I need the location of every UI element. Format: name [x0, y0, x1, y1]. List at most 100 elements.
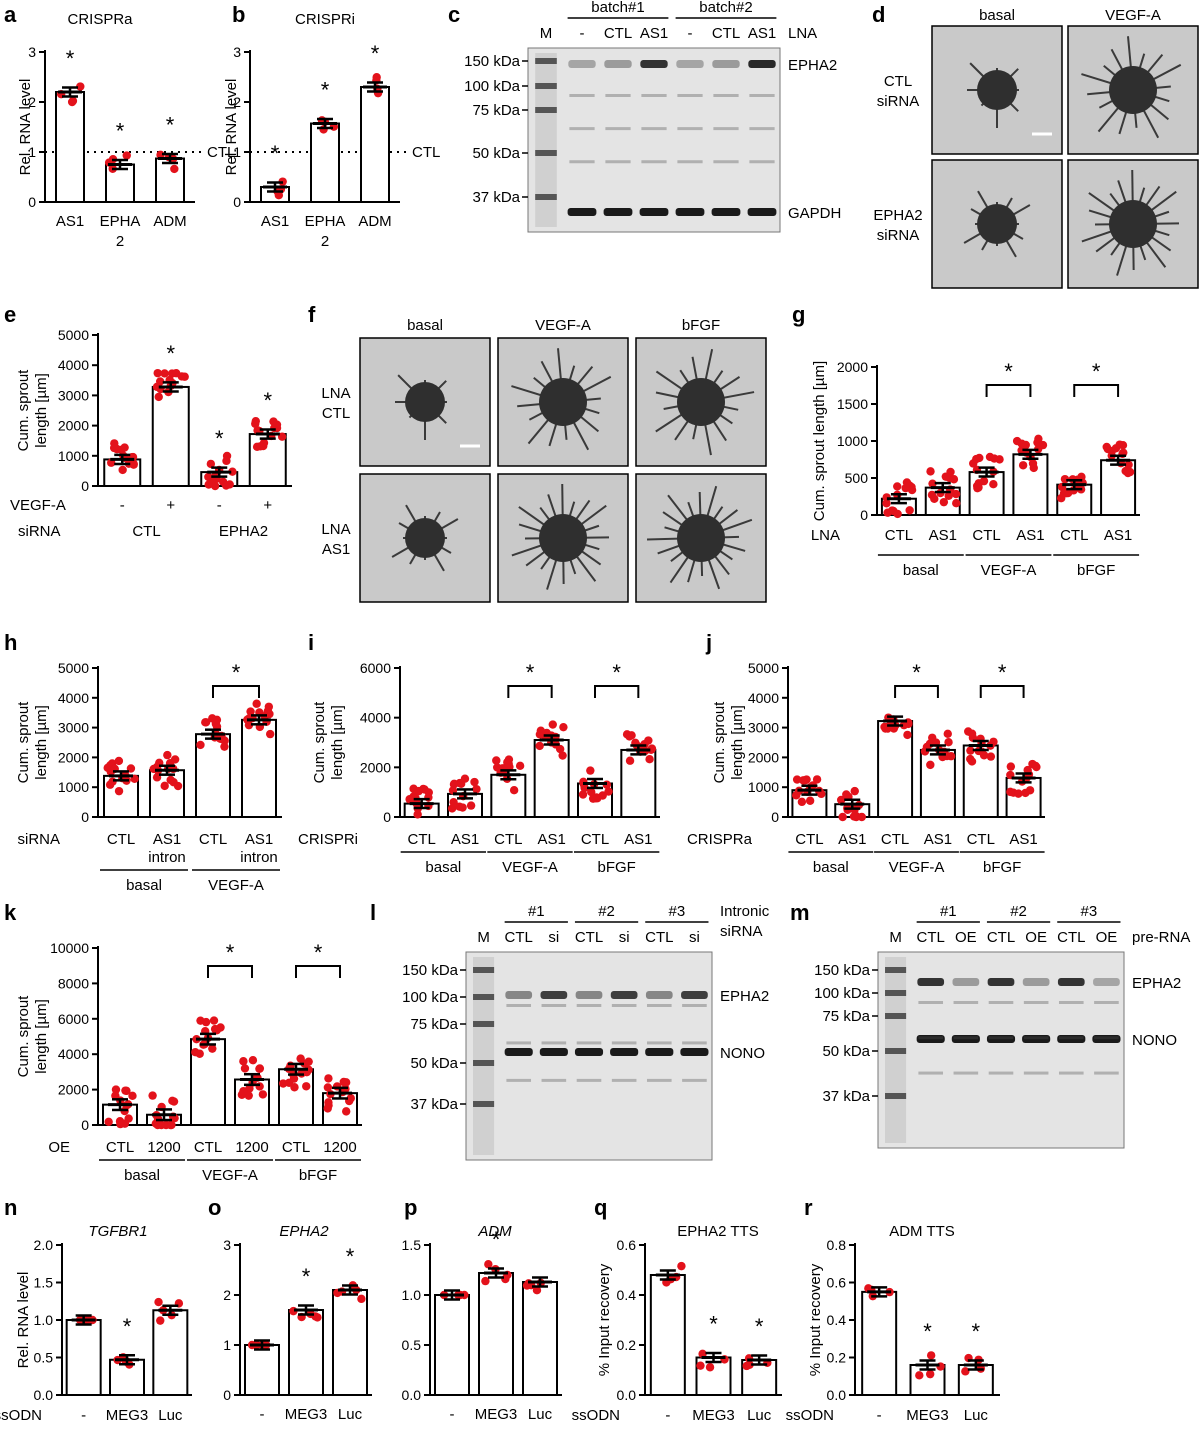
- y-axis-label: Cum. sprout: [15, 701, 32, 784]
- data-point: [170, 164, 179, 174]
- y-tick-label: 1.0: [34, 1312, 54, 1328]
- y-axis-label: Rel. RNA level: [17, 79, 34, 176]
- reference-line-label: CTL: [412, 144, 440, 161]
- data-point: [967, 729, 977, 738]
- column-label: bFGF: [682, 317, 720, 334]
- y-axis-label: length [µm]: [33, 705, 50, 780]
- category-label: -: [81, 1407, 86, 1424]
- y-tick-label: 3: [28, 44, 36, 60]
- data-point: [456, 779, 466, 789]
- data-point: [220, 742, 229, 751]
- data-point: [838, 812, 847, 822]
- background-band: [1058, 1001, 1084, 1004]
- column-label: basal: [407, 317, 443, 334]
- data-point: [424, 788, 433, 797]
- data-point: [289, 1074, 299, 1083]
- data-point: [104, 1117, 113, 1126]
- data-point: [481, 1276, 490, 1286]
- data-point: [850, 786, 859, 796]
- data-point: [559, 722, 568, 732]
- y-tick-label: 4000: [58, 1046, 89, 1062]
- y-tick-label: 0: [81, 809, 89, 825]
- ladder-band: [885, 990, 907, 996]
- y-tick-label: 1.0: [402, 1287, 422, 1303]
- y-axis-label: Cum. sprout: [711, 701, 728, 784]
- data-point: [812, 775, 822, 784]
- data-point: [625, 732, 634, 741]
- band-label: GAPDH: [788, 205, 841, 222]
- background-band: [569, 127, 595, 131]
- data-point: [951, 489, 961, 499]
- background-band: [953, 1001, 979, 1004]
- data-point: [253, 426, 262, 435]
- data-point: [989, 479, 998, 489]
- protein-band: [916, 1035, 945, 1043]
- data-point: [228, 467, 237, 476]
- data-point: [907, 485, 917, 495]
- category-label: -: [450, 1406, 455, 1423]
- data-point: [264, 702, 274, 711]
- category-label: CTL: [967, 831, 995, 848]
- data-point: [246, 707, 255, 716]
- ladder-band: [885, 1013, 907, 1019]
- data-point: [942, 751, 952, 761]
- chart-q: 0.0 0.2 0.4 0.6% Input recovery EPHA2 TTS * * -…: [572, 1223, 782, 1424]
- spheroid: [1109, 66, 1157, 114]
- data-point: [120, 443, 129, 452]
- ladder-band: [535, 107, 557, 113]
- column-label: basal: [979, 7, 1015, 24]
- category-label: MEG3: [475, 1406, 518, 1423]
- data-point: [251, 416, 260, 426]
- background-band: [1058, 1036, 1084, 1040]
- data-point: [209, 1016, 219, 1025]
- significance-mark: *: [123, 1314, 132, 1339]
- data-point: [323, 1083, 333, 1092]
- y-tick-label: 6000: [360, 660, 391, 676]
- data-point: [1021, 788, 1030, 798]
- category-label: Luc: [158, 1407, 183, 1424]
- chart-h: 0 1000 2000 3000 4000 5000 Cum. sprout length […: [15, 660, 282, 894]
- marker-label: 37 kDa: [822, 1088, 870, 1105]
- significance-mark: *: [923, 1319, 932, 1344]
- row-label: VEGF-A: [10, 497, 66, 514]
- data-point: [882, 499, 891, 508]
- data-point: [952, 498, 961, 508]
- group-label: basal: [425, 859, 461, 876]
- row-label: CRISPRi: [298, 831, 358, 848]
- ladder-band: [473, 1060, 495, 1066]
- y-tick-label: 2000: [837, 359, 868, 375]
- protein-band: [1057, 1035, 1086, 1043]
- y-tick-label: 2.0: [34, 1237, 54, 1253]
- data-point: [986, 752, 996, 761]
- group-label: bFGF: [983, 859, 1021, 876]
- data-point: [925, 1369, 935, 1379]
- category-label: MEG3: [106, 1407, 149, 1424]
- data-point: [902, 478, 912, 487]
- bar: [152, 1309, 189, 1396]
- protein-band: [604, 60, 632, 68]
- marker-label: 100 kDa: [814, 985, 871, 1002]
- y-axis-label: % Input recovery: [807, 1263, 824, 1376]
- chart-p: 0.0 0.5 1.0 1.5 ADM* - MEG3 Luc: [402, 1223, 562, 1423]
- spheroid: [977, 204, 1017, 244]
- data-point: [698, 1349, 707, 1359]
- protein-band: [640, 60, 668, 68]
- group-label: basal: [813, 859, 849, 876]
- category-label: Luc: [747, 1407, 772, 1424]
- category-label: 2: [116, 233, 124, 250]
- panel-letter-e: e: [4, 302, 16, 327]
- protein-band: [951, 1035, 980, 1043]
- row-label: CTL: [884, 73, 912, 90]
- data-point: [967, 757, 977, 766]
- y-tick-label: 2000: [58, 749, 89, 765]
- y-tick-label: 2000: [748, 749, 779, 765]
- category-label: AS1: [924, 831, 952, 848]
- category-label: Luc: [528, 1406, 553, 1423]
- protein-band: [567, 208, 597, 216]
- protein-band: [681, 991, 708, 999]
- background-band: [506, 1004, 532, 1007]
- data-point: [928, 479, 937, 488]
- ladder-band: [535, 58, 557, 64]
- background-band: [918, 1001, 944, 1004]
- lane-label: M: [540, 25, 553, 42]
